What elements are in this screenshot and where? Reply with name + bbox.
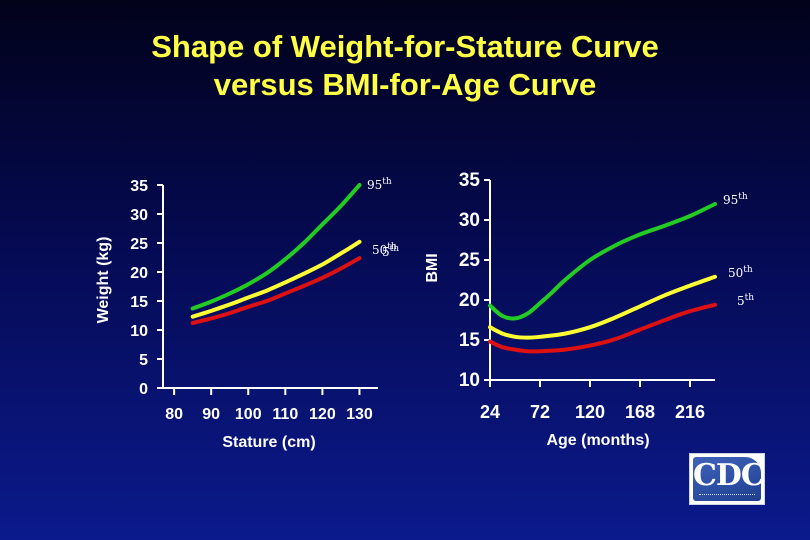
y-tick-label: 30 bbox=[459, 210, 480, 231]
series-label-p5: 5th bbox=[737, 293, 754, 308]
x-axis-label: Stature (cm) bbox=[222, 434, 315, 451]
series-label-suffix: th bbox=[382, 177, 392, 187]
series-label-number: 5 bbox=[382, 245, 390, 259]
series-line-p95 bbox=[190, 183, 362, 311]
x-tick-label: 24 bbox=[480, 402, 500, 422]
x-tick-label: 110 bbox=[272, 406, 298, 423]
slide-title: Shape of Weight-for-Stature Curve versus… bbox=[0, 28, 810, 104]
x-tick-label: 168 bbox=[625, 402, 655, 422]
slide-title-line-1: Shape of Weight-for-Stature Curve bbox=[151, 29, 659, 64]
series-label-suffix: th bbox=[743, 265, 753, 275]
y-tick-label: 5 bbox=[139, 352, 148, 369]
series-label-suffix: th bbox=[745, 293, 755, 303]
y-tick-label: 25 bbox=[130, 236, 148, 253]
y-tick-label: 10 bbox=[459, 370, 480, 391]
series-label-p95: 95th bbox=[723, 192, 748, 207]
cdc-logo-badge: CDC bbox=[693, 457, 761, 501]
x-tick-label: 72 bbox=[530, 402, 550, 422]
series-label-number: 50 bbox=[372, 243, 387, 257]
series-label-number: 95 bbox=[367, 178, 382, 192]
y-tick-label: 30 bbox=[130, 207, 148, 224]
y-tick-label: 10 bbox=[130, 323, 148, 340]
series-line-p95 bbox=[488, 202, 717, 321]
cdc-logo-fine-print bbox=[699, 494, 755, 498]
bmi-for-age-chart: 10 15 20 25 30 35 24 72 120 168 216 Age (months) BMI… bbox=[424, 170, 754, 449]
y-tick-label: 15 bbox=[130, 294, 148, 311]
y-axis-label: Weight (kg) bbox=[95, 237, 112, 324]
y-tick-label: 0 bbox=[139, 381, 148, 398]
x-tick-label: 90 bbox=[202, 406, 220, 423]
series-label-suffix: th bbox=[390, 244, 400, 254]
x-axis-label: Age (months) bbox=[546, 432, 649, 449]
slide-title-line-2: versus BMI-for-Age Curve bbox=[213, 67, 597, 102]
y-tick-label: 35 bbox=[459, 170, 481, 191]
series-line-p50 bbox=[488, 274, 717, 340]
series-line-p5 bbox=[488, 302, 717, 354]
series-line-p5 bbox=[190, 256, 362, 325]
cdc-logo: CDC bbox=[689, 453, 765, 505]
y-axis-label: BMI bbox=[424, 253, 441, 282]
x-tick-label: 120 bbox=[575, 402, 605, 422]
series-label-number: 95 bbox=[723, 193, 738, 207]
series-line-p50 bbox=[190, 239, 362, 319]
series-label-suffix: th bbox=[738, 192, 748, 202]
x-tick-label: 120 bbox=[309, 406, 336, 423]
y-tick-label: 20 bbox=[459, 290, 480, 311]
cdc-logo-text: CDC bbox=[693, 458, 761, 493]
series-label-number: 5 bbox=[737, 294, 745, 308]
x-tick-label: 130 bbox=[346, 406, 373, 423]
series-label-p50: 50th bbox=[728, 265, 753, 280]
series-label-p50: 50th bbox=[372, 242, 397, 257]
series-label-number: 50 bbox=[728, 266, 743, 280]
x-tick-label: 216 bbox=[675, 402, 705, 422]
y-tick-label: 20 bbox=[130, 265, 148, 282]
x-tick-label: 80 bbox=[165, 406, 183, 423]
x-tick-label: 100 bbox=[235, 406, 262, 423]
series-label-suffix: th bbox=[387, 242, 397, 252]
y-tick-label: 35 bbox=[130, 178, 148, 195]
y-tick-label: 15 bbox=[459, 330, 481, 351]
weight-for-stature-chart: 0 5 10 15 20 25 30 35 80 90 100 110 120 130 Stature (c… bbox=[95, 177, 399, 451]
y-tick-label: 25 bbox=[459, 250, 481, 271]
series-label-p5: 5th bbox=[382, 244, 399, 259]
series-label-p95: 95th bbox=[367, 177, 392, 192]
